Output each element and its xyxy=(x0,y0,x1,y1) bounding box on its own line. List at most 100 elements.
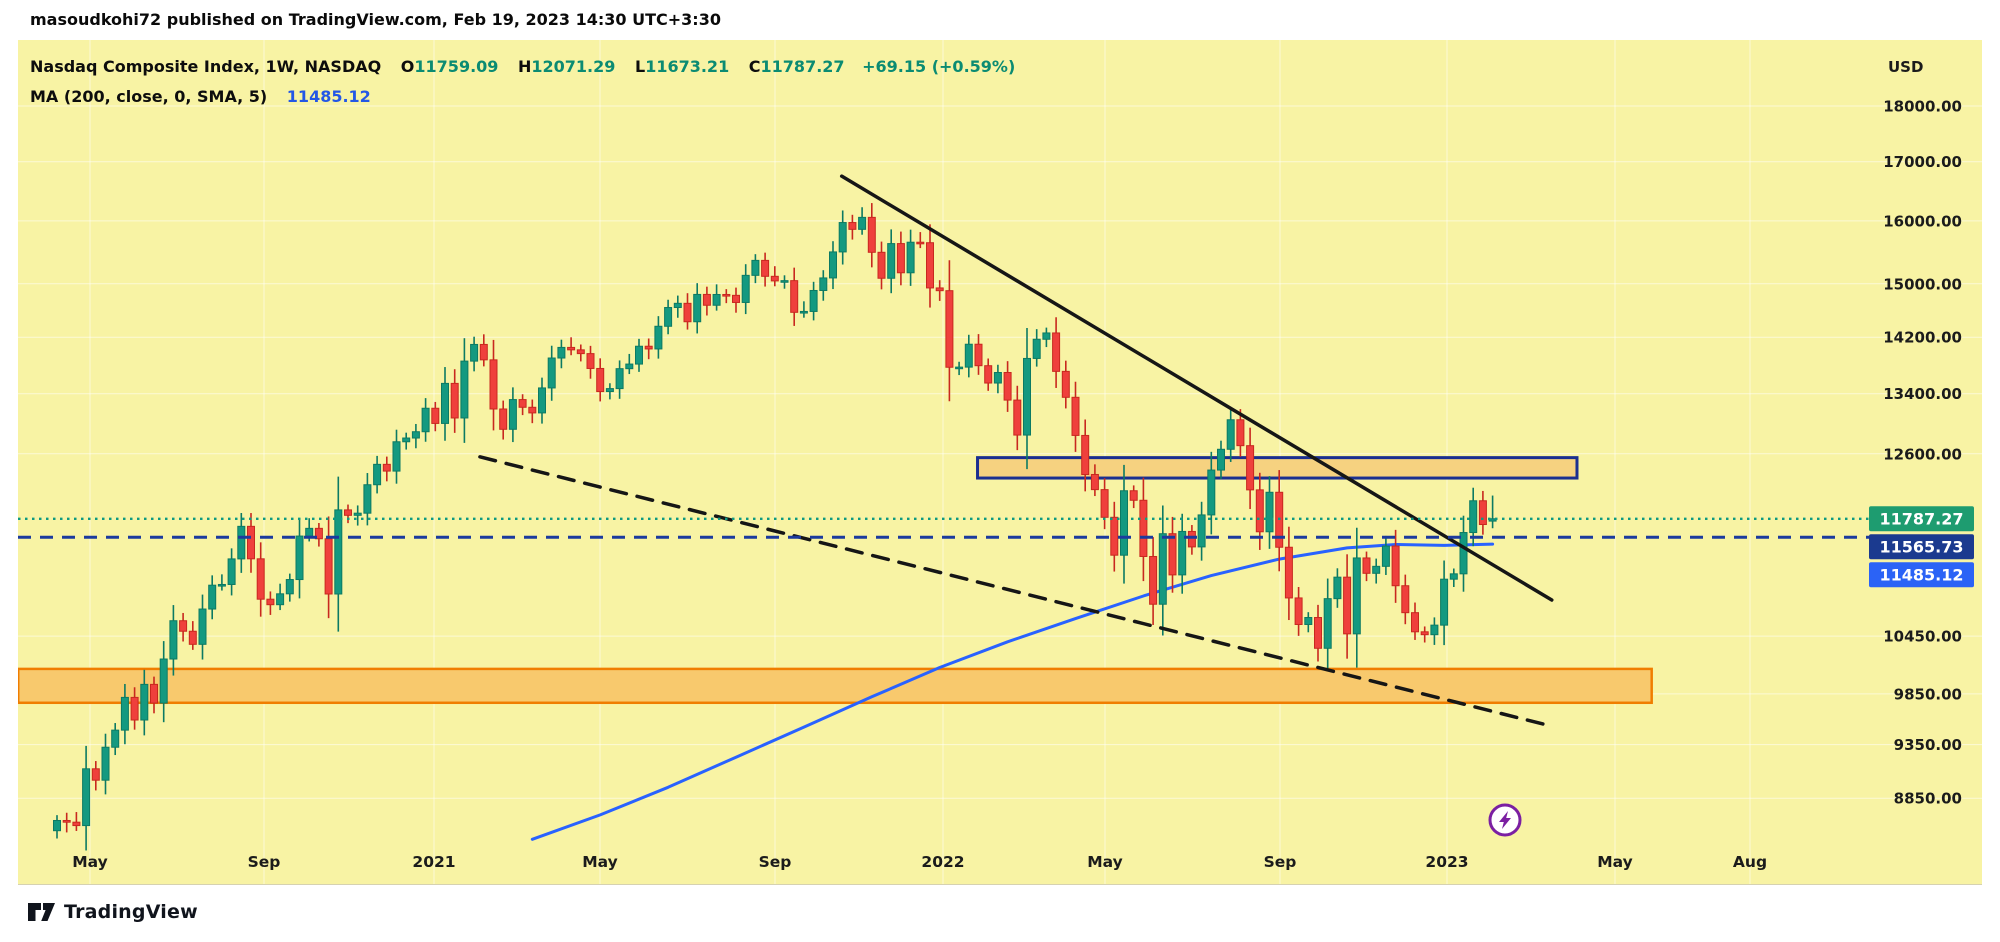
candle-body xyxy=(140,683,149,721)
candle-body xyxy=(993,372,1002,384)
ma-price-tag-bg xyxy=(1869,562,1974,588)
candle-body xyxy=(1401,585,1410,614)
candle-body xyxy=(208,584,217,610)
candle-body xyxy=(964,343,973,368)
change-value: +69.15 (+0.59%) xyxy=(862,57,1016,76)
candle-body xyxy=(625,363,634,370)
candle-body xyxy=(1207,469,1216,516)
candle-body xyxy=(1061,370,1070,398)
candle-body xyxy=(1090,473,1099,491)
candle-body xyxy=(479,343,488,361)
candle-body xyxy=(848,222,857,230)
resistance-zone xyxy=(976,456,1579,480)
candle-body xyxy=(1265,491,1274,533)
candle-body xyxy=(916,241,925,245)
level-price-tag: 11565.73 xyxy=(1869,534,1974,560)
candle-body xyxy=(1187,530,1196,548)
price-tick-label: 18000.00 xyxy=(1883,98,1962,116)
candle-body xyxy=(1236,419,1245,447)
candle-body xyxy=(635,345,643,365)
price-tick-label: 12600.00 xyxy=(1883,445,1962,463)
high-label: H xyxy=(518,57,532,76)
candle-body xyxy=(53,819,61,832)
candle-body xyxy=(411,431,420,439)
candle-body xyxy=(1420,631,1429,636)
close-price-tag: 11787.27 xyxy=(1869,506,1974,532)
candle-body xyxy=(169,620,178,660)
candle-body xyxy=(334,509,343,595)
candle-body xyxy=(712,293,721,306)
candle-body xyxy=(790,280,799,313)
price-tick-label: 16000.00 xyxy=(1883,212,1962,230)
price-tick-label: 17000.00 xyxy=(1883,153,1962,171)
descending-trendline-dashed xyxy=(478,455,1549,727)
candle-body xyxy=(392,441,401,472)
candle-body xyxy=(441,382,449,424)
candle-body xyxy=(508,399,517,430)
candle-body xyxy=(198,608,207,645)
candle-body xyxy=(557,346,566,359)
currency-label: USD xyxy=(1888,58,1923,76)
candle-body xyxy=(654,325,663,350)
zones xyxy=(18,456,1653,705)
candle-body xyxy=(770,275,779,282)
candle-body xyxy=(945,290,954,368)
price-tick-label: 8850.00 xyxy=(1894,790,1962,808)
price-tick-label: 13400.00 xyxy=(1883,385,1962,403)
candle-body xyxy=(1032,338,1041,359)
candle-body xyxy=(314,527,323,540)
candle-body xyxy=(256,558,265,600)
candle-body xyxy=(227,558,236,585)
candle-body xyxy=(1013,399,1022,436)
candle-body xyxy=(683,302,692,323)
candle-body xyxy=(188,630,197,645)
low-value: 11673.21 xyxy=(645,57,730,76)
candle-body xyxy=(741,274,750,303)
candle-body xyxy=(1284,546,1293,599)
candle-body xyxy=(62,819,71,823)
trendlines xyxy=(478,174,1554,727)
candle-body xyxy=(305,527,314,537)
candle-body xyxy=(91,768,100,781)
candle-body xyxy=(867,216,876,253)
candle-body xyxy=(858,216,867,230)
candle-body xyxy=(1168,533,1177,576)
candle-body xyxy=(1459,532,1468,575)
candle-body xyxy=(1052,332,1061,372)
time-axis: May Sep 2021 May Sep 2022 May Sep 2023 May Aug xyxy=(72,853,1767,871)
grid xyxy=(18,40,1982,884)
candle-body xyxy=(363,484,372,514)
candle-body xyxy=(1246,445,1255,491)
time-tick-label: 2023 xyxy=(1425,853,1468,871)
candle-body xyxy=(324,538,333,595)
close-label: C xyxy=(748,57,761,76)
candle-body xyxy=(382,463,391,472)
level-price-tag-bg xyxy=(1869,534,1974,560)
candle-body xyxy=(1352,557,1361,635)
close-value: 11787.27 xyxy=(760,57,845,76)
candle-body xyxy=(120,696,129,731)
time-tick-label: 2022 xyxy=(921,853,964,871)
candlestick-series xyxy=(53,203,1497,851)
candle-body xyxy=(896,243,905,274)
boost-lightning-icon[interactable] xyxy=(1488,803,1522,837)
tradingview-logo[interactable]: TradingView xyxy=(28,897,198,927)
candle-body xyxy=(1081,434,1090,475)
candle-body xyxy=(489,359,498,410)
candle-body xyxy=(799,310,808,314)
time-tick-label: May xyxy=(1597,853,1633,871)
candle-body xyxy=(1381,545,1390,567)
time-tick-label: May xyxy=(582,853,618,871)
symbol-ohlc-row: Nasdaq Composite Index, 1W, NASDAQ O1175… xyxy=(30,54,1015,84)
candle-body xyxy=(1129,490,1138,501)
candle-body xyxy=(1362,557,1371,574)
candle-body xyxy=(1440,578,1449,626)
level-price-tag-value: 11565.73 xyxy=(1879,537,1963,556)
chart-area: USD 18000.00 17000.00 16000.00 15000.00 14200… xyxy=(18,40,1982,885)
candle-body xyxy=(1100,489,1109,518)
symbol-title: Nasdaq Composite Index, 1W, NASDAQ xyxy=(30,57,382,76)
ma-price-tag-value: 11485.12 xyxy=(1879,565,1963,584)
candle-body xyxy=(470,343,479,362)
candle-body xyxy=(295,535,304,581)
candle-body xyxy=(722,293,731,297)
